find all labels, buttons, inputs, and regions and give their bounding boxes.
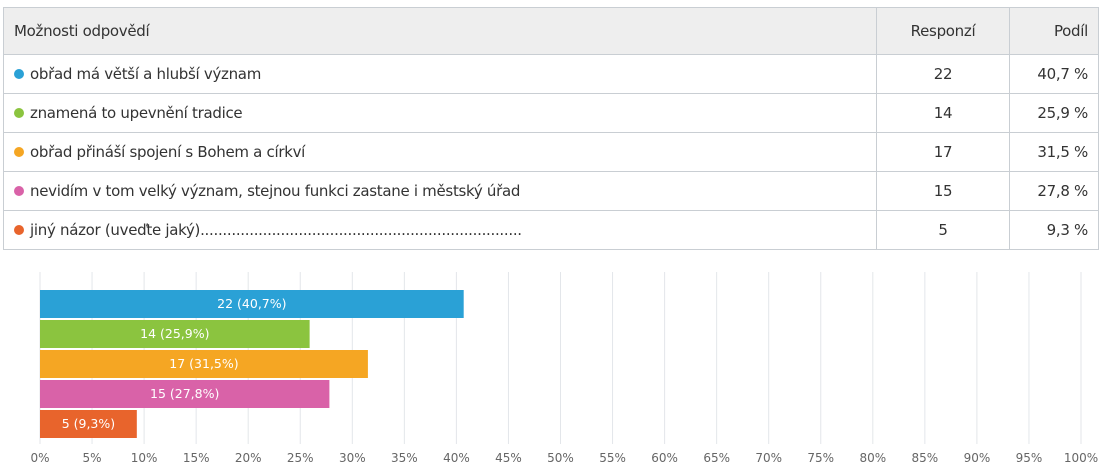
results-table: Možnosti odpovědí Responzí Podíl obřad m… [3,7,1099,250]
response-count: 22 [876,54,1010,94]
x-tick-label: 40% [443,451,470,465]
option-cell: jiný názor (uveďte jaký)................… [3,210,877,250]
x-tick-label: 100% [1064,451,1098,465]
response-count: 14 [876,93,1010,133]
x-tick-label: 0% [30,451,49,465]
header-responses: Responzí [876,7,1010,55]
table-row: obřad přináší spojení s Bohem a církví 1… [3,132,1099,172]
table-row: obřad má větší a hlubší význam 22 40,7 % [3,54,1099,94]
x-tick-label: 30% [339,451,366,465]
x-tick-label: 25% [287,451,314,465]
bar-chart: 0% 5% 10% 15% 20% 25% 30% 35% 40% 45% 50% 55% 60% 65%… [30,272,1098,465]
x-tick-label: 80% [859,451,886,465]
series-color-dot [14,147,24,157]
response-share: 25,9 % [1009,93,1099,133]
response-share: 27,8 % [1009,171,1099,211]
response-count: 17 [876,132,1010,172]
response-share: 9,3 % [1009,210,1099,250]
x-tick-label: 20% [235,451,262,465]
response-share: 40,7 % [1009,54,1099,94]
bar [40,410,137,438]
x-tick-label: 5% [83,451,102,465]
x-tick-label: 55% [599,451,626,465]
x-tick-label: 95% [1016,451,1043,465]
table-row: jiný názor (uveďte jaký)................… [3,210,1099,250]
option-label: obřad přináší spojení s Bohem a církví [30,143,306,161]
option-label: znamená to upevnění tradice [30,104,243,122]
data-label: 5 (9,3%) [62,416,115,431]
option-label: jiný názor (uveďte jaký)................… [30,221,522,239]
data-label: 22 (40,7%) [217,296,286,311]
bar [40,380,330,408]
x-tick-label: 50% [547,451,574,465]
option-cell: obřad má větší a hlubší význam [3,54,877,94]
data-label: 17 (31,5%) [169,356,238,371]
option-label: nevidím v tom velký význam, stejnou funk… [30,182,521,200]
response-count: 5 [876,210,1010,250]
data-label: 15 (27,8%) [150,386,219,401]
series-color-dot [14,225,24,235]
x-tick-label: 45% [495,451,522,465]
option-cell: obřad přináší spojení s Bohem a církví [3,132,877,172]
bar [40,320,310,348]
option-cell: znamená to upevnění tradice [3,93,877,133]
x-tick-label: 15% [183,451,210,465]
x-tick-label: 10% [131,451,158,465]
header-options: Možnosti odpovědí [3,7,877,55]
option-cell: nevidím v tom velký význam, stejnou funk… [3,171,877,211]
data-label: 14 (25,9%) [140,326,209,341]
series-color-dot [14,69,24,79]
response-share: 31,5 % [1009,132,1099,172]
table-row: nevidím v tom velký význam, stejnou funk… [3,171,1099,211]
x-tick-label: 90% [964,451,991,465]
x-tick-label: 35% [391,451,418,465]
option-label: obřad má větší a hlubší význam [30,65,262,83]
response-count: 15 [876,171,1010,211]
series-color-dot [14,186,24,196]
x-tick-label: 75% [807,451,834,465]
x-tick-label: 85% [912,451,939,465]
table-header-row: Možnosti odpovědí Responzí Podíl [3,7,1099,55]
x-tick-label: 65% [703,451,730,465]
bar [40,350,368,378]
bar [40,290,464,318]
series-color-dot [14,108,24,118]
x-tick-label: 70% [755,451,782,465]
x-tick-label: 60% [651,451,678,465]
header-share: Podíl [1009,7,1099,55]
table-row: znamená to upevnění tradice 14 25,9 % [3,93,1099,133]
